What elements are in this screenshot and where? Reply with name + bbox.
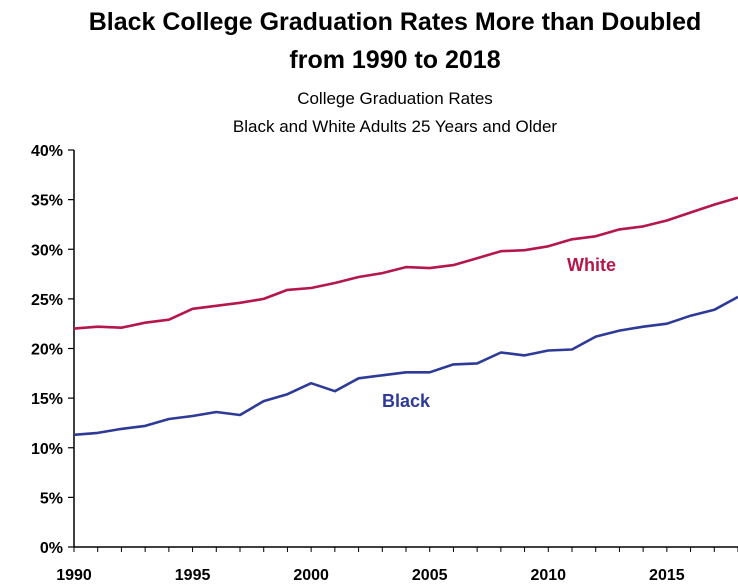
series-line-white (73, 196, 738, 330)
x-tick-label: 1990 (56, 567, 92, 584)
chart-title-line-2: from 1990 to 2018 (289, 46, 500, 74)
y-tick-label: 0% (40, 540, 63, 557)
series-label-white: White (567, 255, 616, 275)
chart-subtitle-line-2: Black and White Adults 25 Years and Olde… (233, 117, 557, 136)
x-tick-label: 1995 (175, 567, 211, 584)
series-lines (73, 196, 738, 437)
x-axis: 1990 1995 2000 2005 2010 2015 (56, 546, 738, 584)
chart-title: Black College Graduation Rates More than… (89, 8, 702, 36)
y-tick-label: 20% (31, 342, 63, 359)
y-tick-label: 10% (31, 441, 63, 458)
y-tick-label: 35% (31, 193, 63, 210)
x-tick-label: 2015 (649, 567, 685, 584)
series-line-black (73, 295, 738, 437)
y-tick-label: 40% (31, 143, 63, 160)
y-tick-label: 25% (31, 292, 63, 309)
x-tick-label: 2010 (530, 567, 566, 584)
x-tick-label: 2000 (293, 567, 329, 584)
chart-subtitle: College Graduation Rates (297, 89, 493, 108)
y-axis: 0% 5% 10% 15% 20% 25% 30% 35% 40% (31, 143, 75, 557)
y-tick-label: 15% (31, 391, 63, 408)
series-label-black: Black (382, 391, 431, 411)
y-tick-label: 30% (31, 242, 63, 259)
x-tick-label: 2005 (412, 567, 448, 584)
y-tick-label: 5% (40, 490, 63, 507)
